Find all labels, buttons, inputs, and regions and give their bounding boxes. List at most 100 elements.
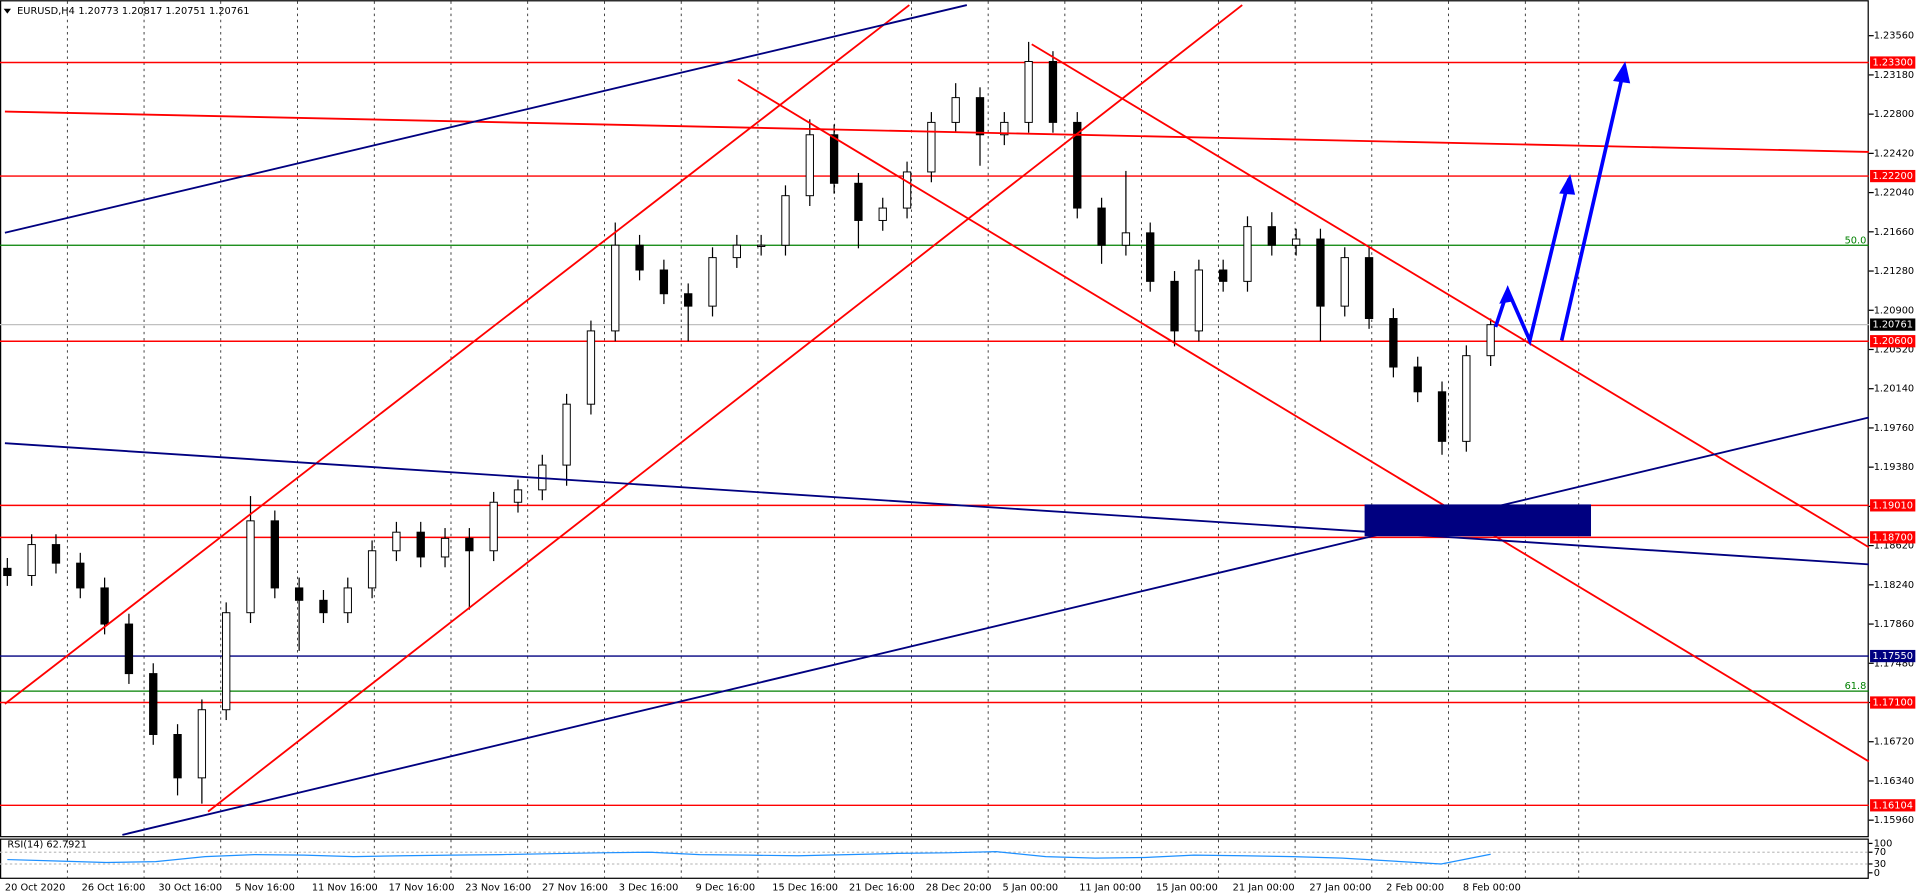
price-axis: 1.23560 1.23180 1.22800 1.22420 1.22040 1.216… xyxy=(1868,31,1916,826)
trend-line xyxy=(4,4,910,705)
candle-body xyxy=(100,587,109,625)
candle-body xyxy=(197,709,207,779)
candle-body xyxy=(635,244,644,271)
rsi-tick-label: 100 xyxy=(1874,838,1893,849)
y-tick-label: 1.15960 xyxy=(1874,815,1914,826)
candle-body xyxy=(854,182,863,221)
candle-body xyxy=(270,520,279,589)
level-label: 1.19010 xyxy=(1872,500,1912,511)
y-tick-label: 1.19380 xyxy=(1874,462,1914,473)
level-label: 1.17100 xyxy=(1872,698,1912,709)
candle-body xyxy=(149,673,158,735)
x-tick-label: 5 Jan 00:00 xyxy=(1002,882,1058,893)
level-label: 1.20600 xyxy=(1872,336,1912,347)
candle-body xyxy=(294,587,304,601)
level-box xyxy=(1870,169,1916,183)
y-tick-label: 1.17860 xyxy=(1874,619,1914,630)
candle-body xyxy=(124,623,134,675)
rsi-label: RSI(14) 62.7921 xyxy=(7,840,87,851)
y-tick-label: 1.16340 xyxy=(1874,776,1914,787)
rsi-tick-label: 70 xyxy=(1874,847,1886,858)
fib-label: 50.0 xyxy=(1845,235,1867,246)
level-label: 1.16104 xyxy=(1872,800,1912,811)
candle-body xyxy=(343,587,352,614)
candle-body xyxy=(1146,232,1155,282)
y-tick-label: 1.19760 xyxy=(1874,423,1914,434)
candle-body xyxy=(1121,232,1131,246)
candle-body xyxy=(489,501,498,552)
candle-body xyxy=(222,612,231,711)
y-tick-label: 1.23560 xyxy=(1874,31,1914,42)
candle-body xyxy=(1219,269,1228,282)
candle-body xyxy=(684,293,693,307)
x-tick-label: 20 Oct 2020 xyxy=(5,882,65,893)
forecast-arrow xyxy=(1493,178,1571,347)
trend-line xyxy=(1031,43,1870,549)
y-tick-label: 1.18240 xyxy=(1874,580,1914,591)
candle-body xyxy=(1194,269,1204,332)
candle-body xyxy=(586,330,596,405)
trend-line xyxy=(4,442,1869,566)
menu-icon xyxy=(3,8,12,14)
candle-body xyxy=(1316,238,1325,307)
current-price-label: 1.20761 xyxy=(1872,320,1912,331)
y-tick-label: 1.22420 xyxy=(1874,148,1914,159)
x-tick-label: 8 Feb 00:00 xyxy=(1463,882,1521,893)
time-axis: 20 Oct 2020 26 Oct 16:00 30 Oct 16:00 5 Nov… xyxy=(5,882,1521,893)
y-tick-label: 1.21660 xyxy=(1874,227,1914,238)
y-tick-label: 1.20520 xyxy=(1874,344,1914,355)
rsi-line xyxy=(7,851,1491,865)
grid xyxy=(66,1,1580,878)
arrow-head xyxy=(1613,61,1631,84)
candle-body xyxy=(1462,355,1471,442)
candle-body xyxy=(611,244,620,332)
level-label: 1.18700 xyxy=(1872,532,1912,543)
candle-body xyxy=(756,244,766,247)
rsi-tick-label: 30 xyxy=(1874,859,1886,870)
x-tick-label: 15 Dec 16:00 xyxy=(772,882,838,893)
level-box xyxy=(1870,56,1916,69)
x-tick-label: 11 Jan 00:00 xyxy=(1079,882,1141,893)
current-price-box xyxy=(1870,318,1916,331)
candle-body xyxy=(1048,61,1058,123)
candle-body xyxy=(829,134,839,184)
candle-body xyxy=(805,134,814,197)
x-tick-label: 27 Jan 00:00 xyxy=(1309,882,1371,893)
x-tick-label: 15 Jan 00:00 xyxy=(1156,882,1218,893)
x-tick-label: 26 Oct 16:00 xyxy=(82,882,146,893)
zone-rectangle xyxy=(1364,504,1592,537)
level-label: 1.22200 xyxy=(1872,171,1912,182)
candle-body xyxy=(76,562,85,589)
candle-body xyxy=(27,544,36,577)
drawings xyxy=(4,4,1870,836)
level-box xyxy=(1870,799,1916,812)
candle-body xyxy=(878,207,887,221)
level-box xyxy=(1870,696,1916,709)
candle-body xyxy=(927,121,936,173)
trend-line xyxy=(737,78,1870,763)
fib-label: 61.8 xyxy=(1845,681,1867,692)
candle-body xyxy=(781,195,790,246)
candle-body xyxy=(513,489,523,503)
candle-body xyxy=(1413,366,1422,393)
candle-body xyxy=(975,97,985,136)
candle-body xyxy=(1340,257,1349,307)
candle-body xyxy=(173,734,182,779)
trend-line xyxy=(4,4,968,234)
x-tick-label: 3 Dec 16:00 xyxy=(619,882,679,893)
rsi-tick-label: 0 xyxy=(1874,868,1880,879)
candle-body xyxy=(1291,238,1301,246)
x-tick-label: 30 Oct 16:00 xyxy=(158,882,222,893)
candle-body xyxy=(1000,121,1009,136)
trend-line xyxy=(122,416,1870,836)
y-tick-label: 1.16720 xyxy=(1874,737,1914,748)
candle-body xyxy=(246,520,255,614)
x-tick-label: 9 Dec 16:00 xyxy=(696,882,756,893)
y-tick-label: 1.20140 xyxy=(1874,384,1914,395)
level-box xyxy=(1870,649,1916,663)
rsi-pane-frame xyxy=(0,838,1869,879)
